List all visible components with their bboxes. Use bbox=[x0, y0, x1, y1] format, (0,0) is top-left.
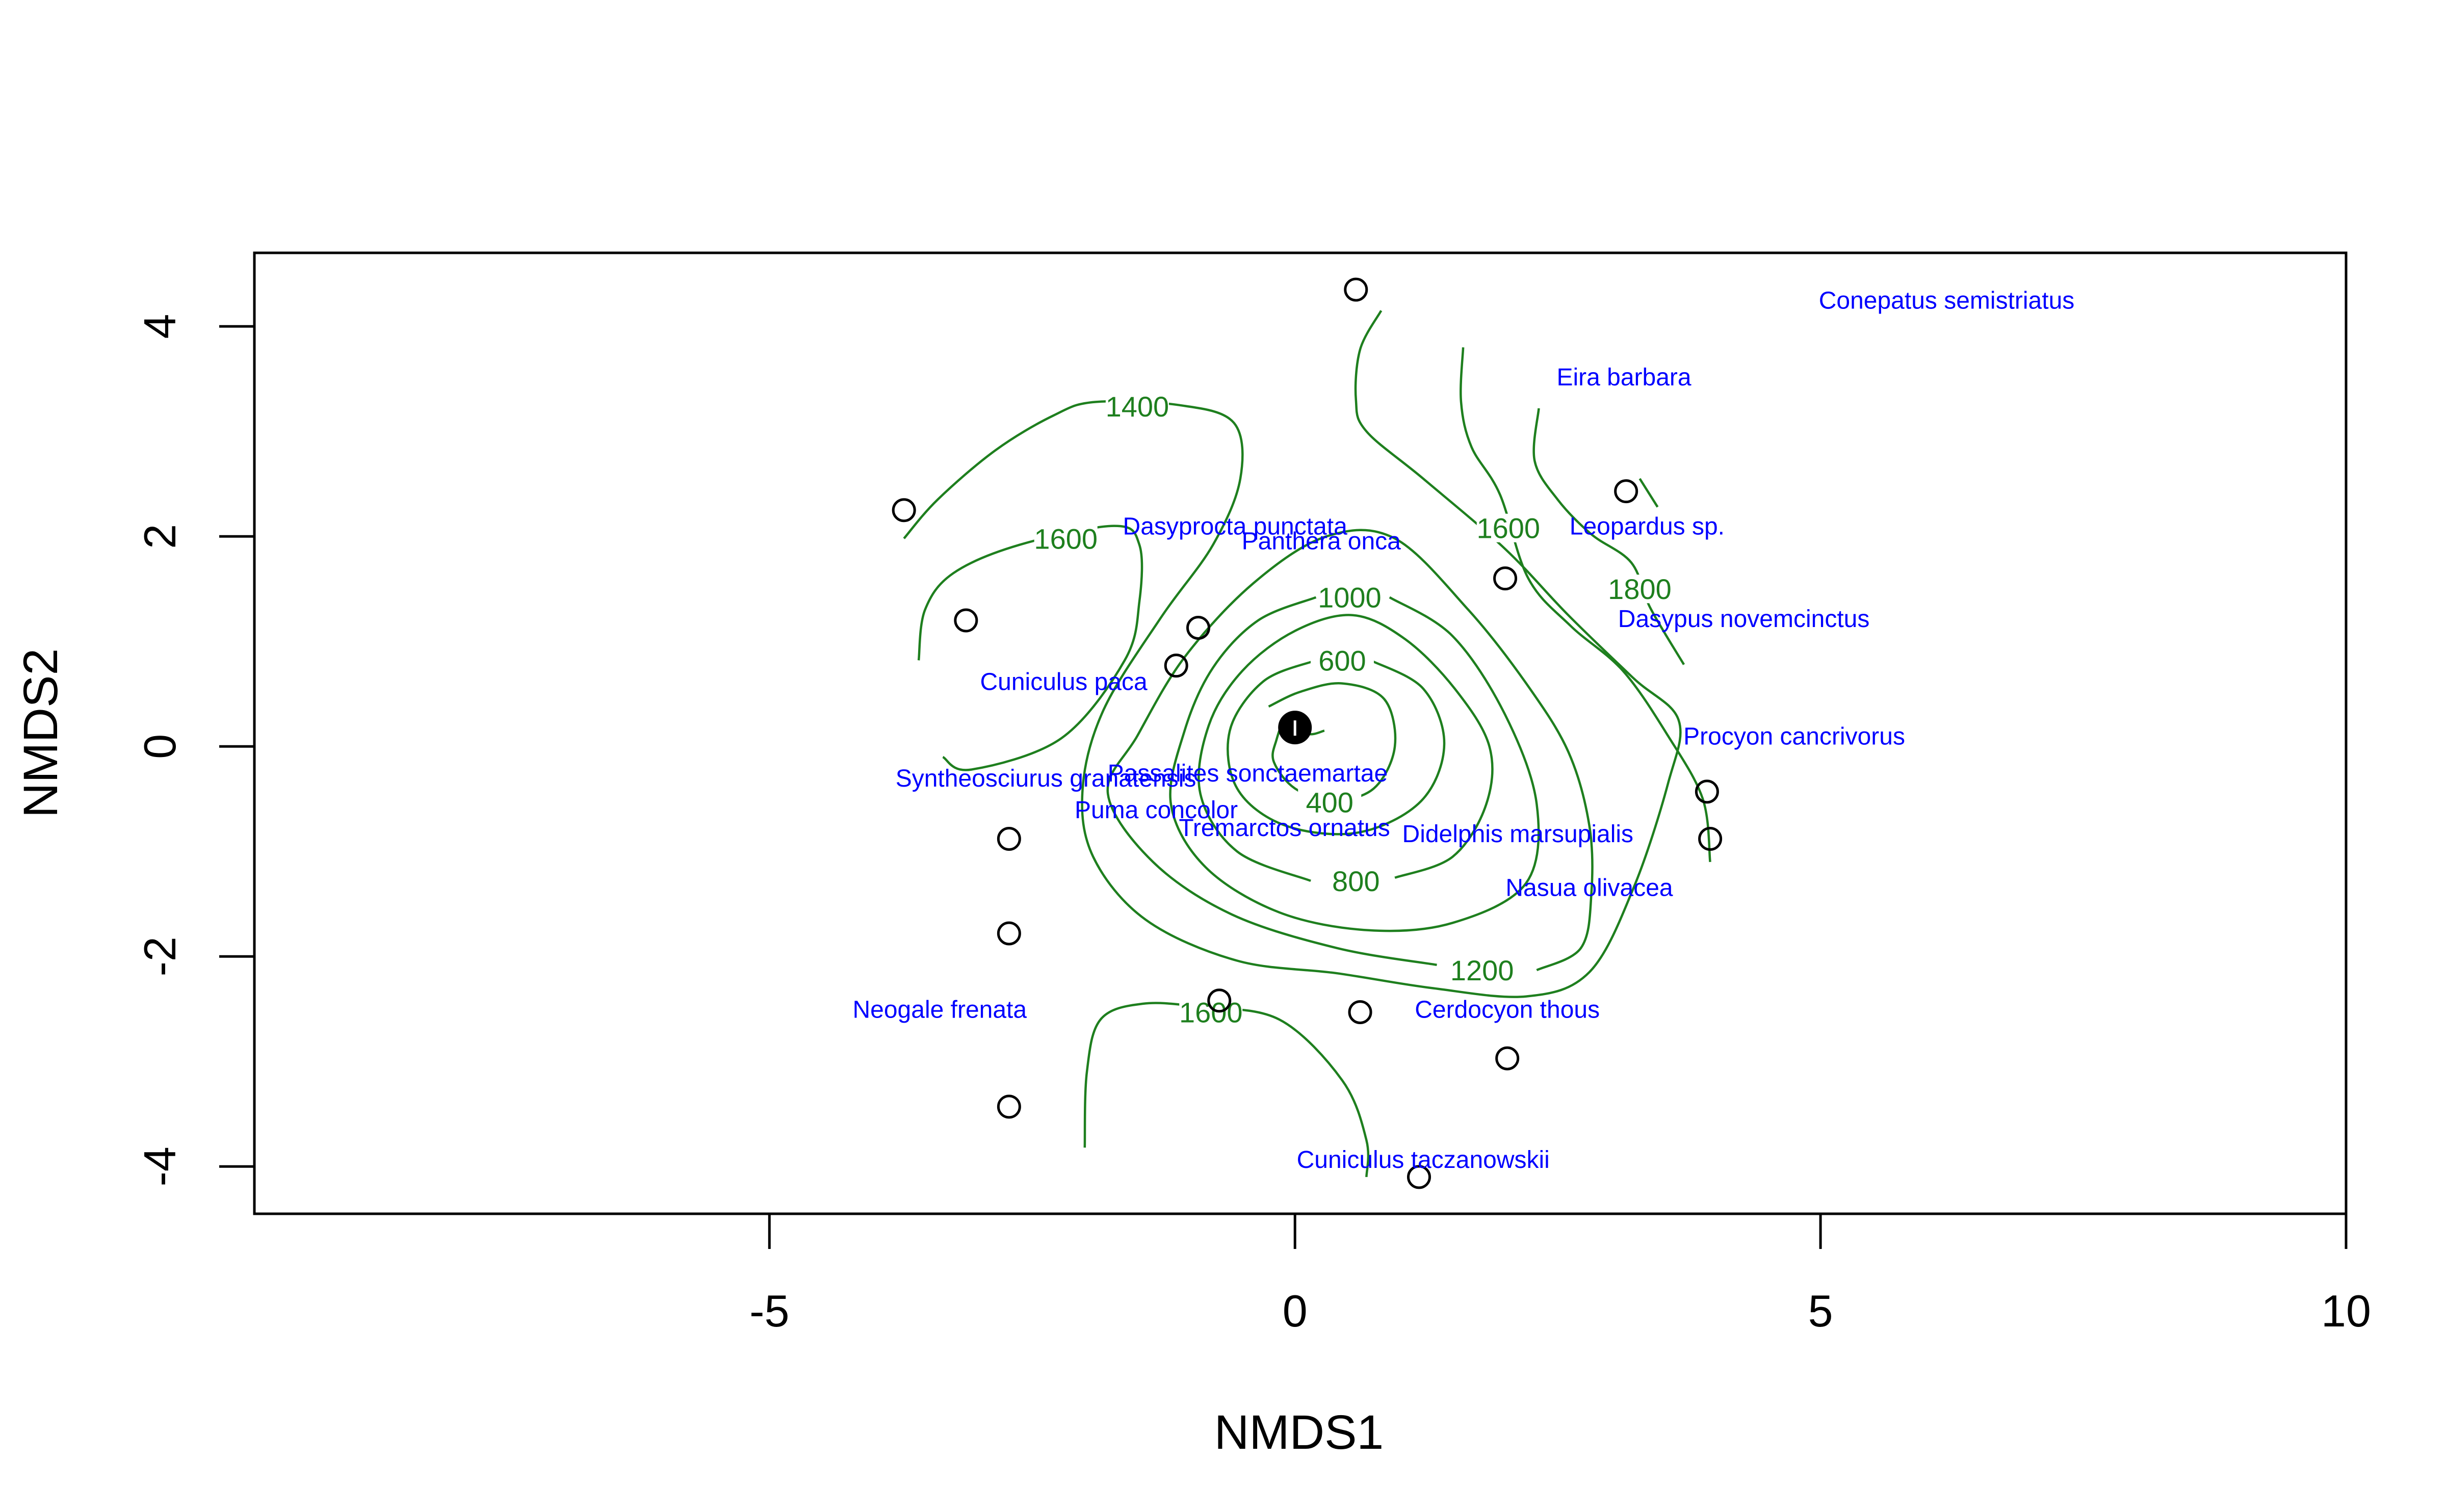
site-point bbox=[1344, 277, 1368, 302]
species-label: Didelphis marsupialis bbox=[1402, 821, 1634, 848]
contour-label-600: 600 bbox=[1318, 644, 1366, 676]
site-point bbox=[997, 921, 1021, 946]
y-tick-label: 4 bbox=[135, 314, 185, 339]
contour-label-bg bbox=[1608, 575, 1672, 604]
site-point bbox=[1493, 566, 1518, 591]
y-tick-label: 2 bbox=[135, 524, 185, 549]
contour-label-1600: 1600 bbox=[1034, 523, 1098, 555]
site-point bbox=[954, 608, 978, 633]
species-label: Procyon cancrivorus bbox=[1683, 723, 1905, 750]
contour-label-layer: 400 600 800 1000 1200 1400 1600 1600 1600 1800 bbox=[1034, 390, 1671, 1029]
contour-label-bg bbox=[1298, 788, 1362, 817]
site-point bbox=[1348, 1000, 1372, 1024]
contour-label-bg bbox=[1310, 646, 1374, 675]
site-point bbox=[1698, 827, 1723, 851]
species-label: Leopardus sp. bbox=[1570, 513, 1725, 540]
contour-line-1400 bbox=[903, 310, 1682, 998]
contour-label-bg bbox=[1034, 524, 1098, 553]
species-label: Panthera onca bbox=[1242, 528, 1401, 555]
site-point bbox=[1186, 615, 1211, 640]
species-label: Cuniculus paca bbox=[980, 669, 1148, 696]
species-label: Dasyprocta punctata bbox=[1123, 513, 1348, 540]
site-point bbox=[1407, 1165, 1431, 1189]
y-tick-label: 0 bbox=[135, 734, 185, 759]
contour-label-1400: 1400 bbox=[1106, 390, 1169, 423]
contour-label-bg bbox=[1450, 956, 1514, 985]
x-tick-label: 5 bbox=[1808, 1286, 1833, 1336]
species-label: Passalites sonctaemartae bbox=[1108, 760, 1388, 787]
site-point bbox=[997, 1094, 1021, 1119]
y-tick-label: -4 bbox=[135, 1146, 185, 1186]
x-tick-label: 10 bbox=[2321, 1286, 2371, 1336]
x-axis-title: NMDS1 bbox=[1214, 1405, 1384, 1459]
x-tick-label: 0 bbox=[1283, 1286, 1308, 1336]
contour-label-bg bbox=[1105, 392, 1169, 421]
contour-line-800 bbox=[1198, 614, 1494, 882]
contour-label-1600: 1600 bbox=[1179, 996, 1243, 1028]
contour-label-800: 800 bbox=[1332, 865, 1379, 897]
contour-layer bbox=[903, 310, 1711, 1177]
contour-line-1200 bbox=[1106, 529, 1594, 972]
species-label: Puma concolor bbox=[1075, 797, 1238, 824]
site-point bbox=[997, 827, 1021, 851]
site-point bbox=[1695, 779, 1719, 804]
species-label: Nasua olivacea bbox=[1505, 874, 1673, 901]
contour-label-bg bbox=[1476, 513, 1540, 542]
species-label: Neogale frenata bbox=[853, 996, 1027, 1023]
contour-line-1600 bbox=[917, 525, 1143, 771]
contour-label-1200: 1200 bbox=[1450, 954, 1514, 986]
contour-line-1000 bbox=[1169, 596, 1540, 932]
centroid-marker bbox=[1278, 711, 1312, 745]
species-label: Tremarctos ornatus bbox=[1179, 815, 1390, 842]
contour-line-1800 bbox=[1532, 408, 1685, 665]
species-label: Conepatus semistriatus bbox=[1819, 288, 2075, 315]
site-point bbox=[1164, 654, 1188, 678]
contour-label-bg bbox=[1324, 866, 1388, 895]
y-tick-label: -2 bbox=[135, 936, 185, 976]
species-label: Dasypus novemcinctus bbox=[1618, 606, 1870, 633]
contour-label-1800: 1800 bbox=[1608, 573, 1672, 605]
contour-line-1600 bbox=[1460, 347, 1711, 863]
site-point bbox=[1495, 1046, 1520, 1071]
site-point bbox=[1614, 479, 1638, 504]
contour-label-bg bbox=[1318, 583, 1382, 612]
y-axis-title: NMDS2 bbox=[14, 648, 68, 818]
species-label: Cerdocyon thous bbox=[1415, 996, 1600, 1023]
contour-label-bg bbox=[1179, 998, 1243, 1027]
contour-label-1000: 1000 bbox=[1318, 582, 1382, 614]
site-point bbox=[1207, 988, 1232, 1013]
species-labels: Conepatus semistriatus Eira barbara Leopar… bbox=[853, 288, 2075, 1174]
site-points bbox=[892, 277, 1723, 1189]
site-point bbox=[892, 498, 916, 523]
species-label: Cuniculus taczanowskii bbox=[1297, 1146, 1550, 1174]
contour-label-1600: 1600 bbox=[1476, 512, 1540, 544]
y-axis: -4 -2 0 2 4 bbox=[135, 314, 256, 1186]
contour-line-1800 bbox=[1638, 478, 1659, 508]
contour-line-600 bbox=[1227, 659, 1446, 836]
x-tick-label: -5 bbox=[749, 1286, 789, 1336]
species-label: Eira barbara bbox=[1556, 364, 1691, 391]
species-label: Syntheosciurus granatensis bbox=[896, 765, 1196, 792]
x-axis: -5 0 5 10 bbox=[749, 1212, 2371, 1336]
contour-label-400: 400 bbox=[1306, 786, 1353, 818]
